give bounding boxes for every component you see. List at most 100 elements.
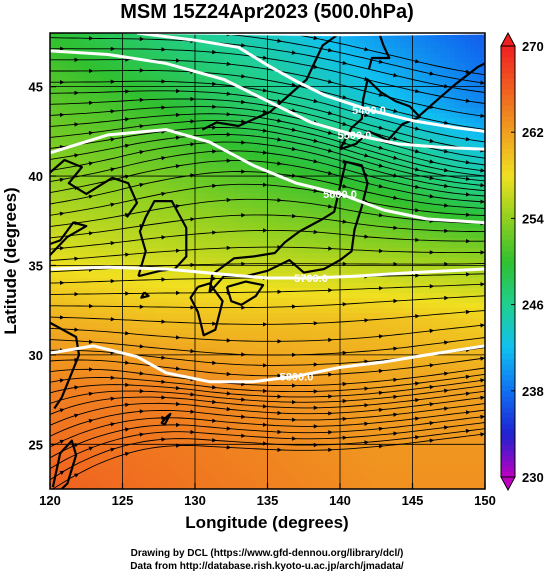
heatmap-cell bbox=[315, 193, 321, 199]
heatmap-cell bbox=[300, 118, 306, 124]
heatmap-cell bbox=[60, 283, 66, 289]
heatmap-cell bbox=[225, 238, 231, 244]
heatmap-cell bbox=[75, 443, 81, 449]
heatmap-cell bbox=[110, 473, 116, 479]
heatmap-cell bbox=[220, 473, 226, 479]
heatmap-cell bbox=[145, 403, 151, 409]
heatmap-cell bbox=[130, 408, 136, 414]
heatmap-cell bbox=[95, 158, 101, 164]
heatmap-cell bbox=[205, 48, 211, 54]
heatmap-cell bbox=[160, 93, 166, 99]
heatmap-cell bbox=[170, 238, 176, 244]
heatmap-cell bbox=[230, 73, 236, 79]
heatmap-cell bbox=[255, 463, 261, 469]
heatmap-cell bbox=[175, 168, 181, 174]
heatmap-cell bbox=[100, 453, 106, 459]
heatmap-cell bbox=[180, 333, 186, 339]
heatmap-cell bbox=[295, 223, 301, 229]
heatmap-cell bbox=[180, 388, 186, 394]
heatmap-cell bbox=[130, 203, 136, 209]
heatmap-cell bbox=[300, 433, 306, 439]
heatmap-cell bbox=[85, 168, 91, 174]
heatmap-cell bbox=[100, 163, 106, 169]
heatmap-cell bbox=[310, 333, 316, 339]
heatmap-cell bbox=[255, 68, 261, 74]
heatmap-cell bbox=[150, 63, 156, 69]
heatmap-cell bbox=[105, 318, 111, 324]
heatmap-cell bbox=[175, 123, 181, 129]
heatmap-cell bbox=[235, 243, 241, 249]
heatmap-cell bbox=[105, 453, 111, 459]
heatmap-cell bbox=[310, 223, 316, 229]
heatmap-cell bbox=[235, 268, 241, 274]
heatmap-cell bbox=[165, 453, 171, 459]
heatmap-cell bbox=[185, 408, 191, 414]
heatmap-cell bbox=[165, 373, 171, 379]
heatmap-cell bbox=[315, 458, 321, 464]
heatmap-cell bbox=[290, 153, 296, 159]
heatmap-cell bbox=[90, 373, 96, 379]
heatmap-cell bbox=[275, 413, 281, 419]
heatmap-cell bbox=[145, 418, 151, 424]
heatmap-cell bbox=[195, 238, 201, 244]
heatmap-cell bbox=[75, 93, 81, 99]
heatmap-cell bbox=[300, 483, 306, 489]
heatmap-cell bbox=[165, 118, 171, 124]
heatmap-cell bbox=[160, 478, 166, 484]
heatmap-cell bbox=[205, 333, 211, 339]
heatmap-cell bbox=[210, 318, 216, 324]
heatmap-cell bbox=[185, 43, 191, 49]
heatmap-cell bbox=[70, 308, 76, 314]
heatmap-cell bbox=[140, 208, 146, 214]
heatmap-cell bbox=[70, 253, 76, 259]
heatmap-cell bbox=[75, 153, 81, 159]
heatmap-cell bbox=[80, 468, 86, 474]
heatmap-cell bbox=[115, 343, 121, 349]
heatmap-cell bbox=[205, 63, 211, 69]
heatmap-cell bbox=[220, 38, 226, 44]
heatmap-cell bbox=[205, 468, 211, 474]
heatmap-cell bbox=[150, 383, 156, 389]
heatmap-cell bbox=[80, 293, 86, 299]
heatmap-cell bbox=[145, 363, 151, 369]
heatmap-cell bbox=[50, 438, 56, 444]
heatmap-cell bbox=[90, 333, 96, 339]
heatmap-cell bbox=[240, 323, 246, 329]
heatmap-cell bbox=[220, 98, 226, 104]
heatmap-cell bbox=[275, 78, 281, 84]
heatmap-cell bbox=[160, 298, 166, 304]
heatmap-cell bbox=[70, 473, 76, 479]
heatmap-cell bbox=[165, 278, 171, 284]
heatmap-cell bbox=[135, 323, 141, 329]
heatmap-cell bbox=[255, 183, 261, 189]
heatmap-cell bbox=[150, 223, 156, 229]
heatmap-cell bbox=[215, 108, 221, 114]
heatmap-cell bbox=[50, 373, 56, 379]
heatmap-cell bbox=[150, 93, 156, 99]
heatmap-cell bbox=[90, 463, 96, 469]
heatmap-cell bbox=[135, 238, 141, 244]
heatmap-cell bbox=[130, 213, 136, 219]
heatmap-cell bbox=[250, 178, 256, 184]
heatmap-cell bbox=[65, 408, 71, 414]
heatmap-cell bbox=[295, 98, 301, 104]
heatmap-cell bbox=[105, 308, 111, 314]
heatmap-cell bbox=[140, 473, 146, 479]
heatmap-cell bbox=[85, 128, 91, 134]
heatmap-cell bbox=[300, 428, 306, 434]
heatmap-cell bbox=[280, 443, 286, 449]
heatmap-cell bbox=[280, 328, 286, 334]
heatmap-cell bbox=[315, 38, 321, 44]
heatmap-cell bbox=[145, 298, 151, 304]
heatmap-cell bbox=[85, 248, 91, 254]
heatmap-cell bbox=[140, 393, 146, 399]
heatmap-cell bbox=[85, 468, 91, 474]
heatmap-cell bbox=[140, 243, 146, 249]
heatmap-cell bbox=[295, 108, 301, 114]
heatmap-cell bbox=[95, 213, 101, 219]
heatmap-cell bbox=[185, 88, 191, 94]
heatmap-cell bbox=[55, 213, 61, 219]
heatmap-cell bbox=[50, 293, 56, 299]
heatmap-cell bbox=[215, 43, 221, 49]
heatmap-cell bbox=[65, 63, 71, 69]
